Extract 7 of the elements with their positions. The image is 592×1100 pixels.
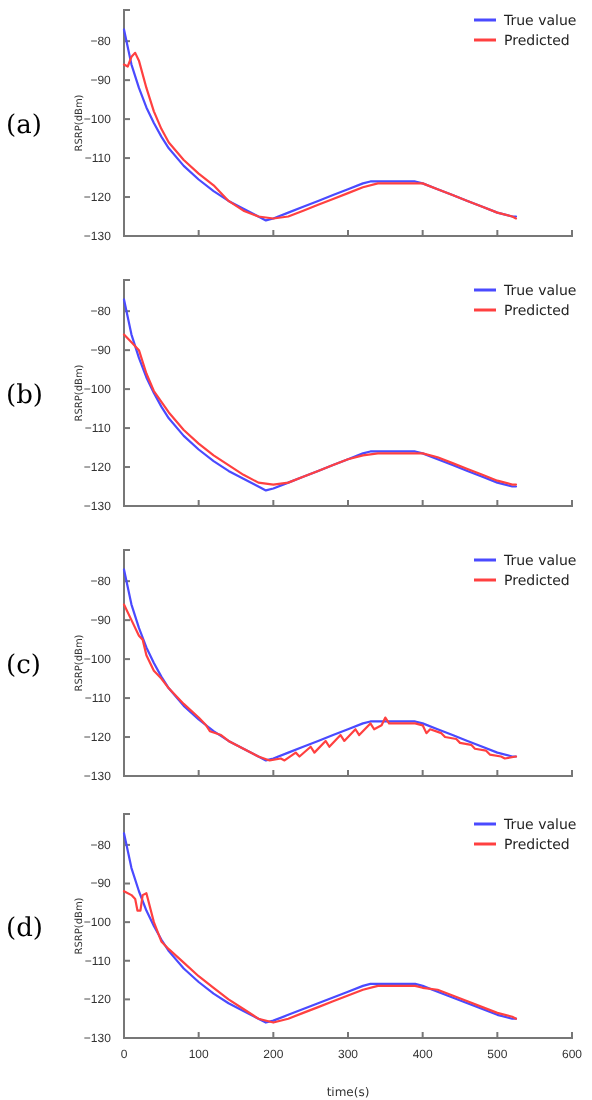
text: (c) bbox=[6, 651, 41, 681]
text: (b) bbox=[6, 381, 43, 411]
text: (a) bbox=[6, 111, 42, 141]
text: (d) bbox=[6, 914, 43, 944]
line-series bbox=[122, 333, 518, 486]
line-series bbox=[122, 890, 518, 1024]
line-series bbox=[122, 603, 518, 762]
